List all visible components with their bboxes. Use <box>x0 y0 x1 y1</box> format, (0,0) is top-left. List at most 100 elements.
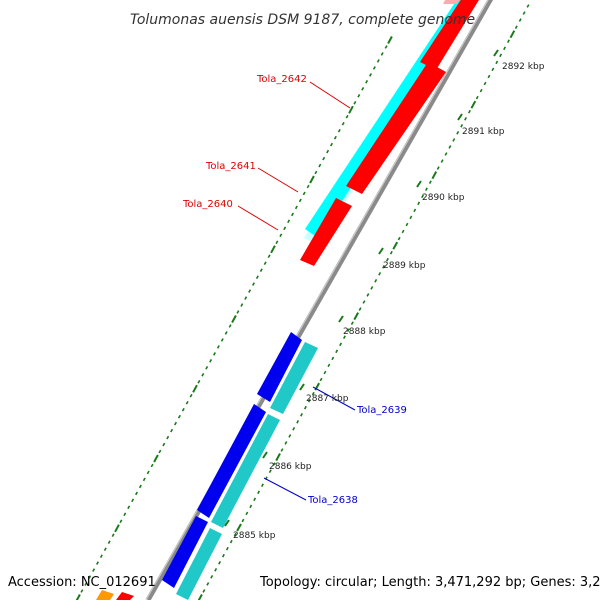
tick-dot <box>253 497 257 502</box>
tick-dot <box>436 166 440 170</box>
kbp-tick-label: 2888 kbp <box>343 327 386 337</box>
tick-dot <box>166 435 170 440</box>
tick-dot <box>479 88 483 93</box>
kbp-scale: 2892 kbp 2891 kbp 2890 kbp 2889 kbp 2888… <box>224 49 545 541</box>
cds-feature-lower-1 <box>162 516 208 588</box>
tick-dot <box>131 498 135 503</box>
tick-dot <box>236 523 242 532</box>
gene-label[interactable]: Tola_2641 <box>205 161 256 172</box>
tick-dot <box>158 449 162 454</box>
tick-dot <box>514 25 518 29</box>
cds-feature-tola-2642 <box>420 0 479 70</box>
tick-dot <box>153 454 159 463</box>
tick-dot <box>428 180 432 184</box>
tick-dot <box>146 470 150 475</box>
tick-dot <box>107 540 111 544</box>
tick-dot <box>221 553 225 558</box>
tick-dot <box>401 229 405 234</box>
tick-dot <box>384 45 388 49</box>
tick-dot <box>233 532 237 537</box>
tick-dot <box>311 391 315 396</box>
gene-feature-lower-1 <box>176 528 222 600</box>
tick-dot <box>267 254 271 258</box>
tick-dot <box>275 240 279 245</box>
tick-dot <box>192 384 198 393</box>
tick-dot <box>380 52 384 56</box>
genome-title: Tolumonas auensis DSM 9187, complete gen… <box>130 12 475 28</box>
tick-dot <box>413 208 417 213</box>
tick-dot <box>345 114 349 119</box>
tick-dot <box>526 4 530 8</box>
tick-dot <box>284 441 288 445</box>
tick-dot <box>353 101 357 105</box>
tick-dot <box>335 349 339 354</box>
tick-dot <box>503 46 507 51</box>
tick-dot <box>319 377 323 382</box>
tick-dot <box>138 484 142 489</box>
tick-dot <box>291 212 294 217</box>
tick-dot <box>509 30 516 39</box>
tick-dot <box>224 331 228 335</box>
tick-dot <box>205 366 209 370</box>
tick-dot <box>296 420 300 424</box>
tick-dot <box>292 427 296 431</box>
tick-dot <box>495 60 499 65</box>
tick-dot <box>244 296 248 300</box>
gene-label[interactable]: Tola_2642 <box>256 74 307 85</box>
tick-dot <box>75 594 81 600</box>
tick-dot <box>252 282 255 286</box>
tick-dot <box>114 524 120 533</box>
tick-dot <box>197 380 201 384</box>
gene-label[interactable]: Tola_2640 <box>182 199 233 210</box>
gene-label[interactable]: Tola_2638 <box>307 495 358 506</box>
tick-dot <box>280 448 284 452</box>
tick-dot <box>248 289 252 293</box>
tick-dot <box>522 11 526 15</box>
tick-dot <box>448 145 452 149</box>
tick-dot <box>346 328 350 332</box>
tick-dot <box>123 512 127 517</box>
tick-dot <box>318 163 322 168</box>
inner-tick-ring <box>75 36 393 600</box>
tick-dot <box>225 546 229 551</box>
kbp-tick-label: 2885 kbp <box>233 531 276 541</box>
tick-dot <box>309 175 315 184</box>
tick-dot <box>374 279 378 283</box>
tick-dot <box>213 352 216 356</box>
tick-dot <box>202 589 206 593</box>
tick-dot <box>174 421 177 426</box>
tick-dot <box>362 300 366 304</box>
tick-dot <box>372 66 376 70</box>
tick-dot <box>378 272 382 276</box>
tick-dot <box>99 554 103 558</box>
tick-dot <box>464 117 468 121</box>
cds-feature-tola-2640 <box>300 198 352 266</box>
tick-dot <box>385 257 389 262</box>
gene-labels: Tola_2642 Tola_2641 Tola_2640 Tola_2639 … <box>182 74 407 506</box>
tick-dot <box>298 198 302 203</box>
tick-dot <box>209 359 213 363</box>
tick-dot <box>348 105 354 114</box>
tick-dot <box>303 405 307 410</box>
tick-dot <box>206 582 210 586</box>
tick-dot <box>431 171 438 180</box>
tick-dot <box>127 505 131 510</box>
tick-dot <box>201 373 205 377</box>
tick-dot <box>342 335 346 339</box>
tick-dot <box>279 233 283 238</box>
forward-strand-features <box>300 0 479 266</box>
tick-dot <box>392 241 399 250</box>
gene-label[interactable]: Tola_2639 <box>356 405 407 416</box>
tick-dot <box>119 519 123 524</box>
tick-dot <box>263 261 267 265</box>
gene-feature-tola-2638 <box>211 414 280 528</box>
highlight-lower-orange <box>96 590 114 600</box>
accession-text: Accession: NC_012691 <box>8 575 156 590</box>
tick-dot <box>103 547 107 551</box>
tick-dot <box>283 226 287 231</box>
tick-dot <box>456 131 460 135</box>
tick-dot <box>366 293 370 297</box>
tick-dot <box>452 138 456 142</box>
tick-dot <box>272 462 276 466</box>
